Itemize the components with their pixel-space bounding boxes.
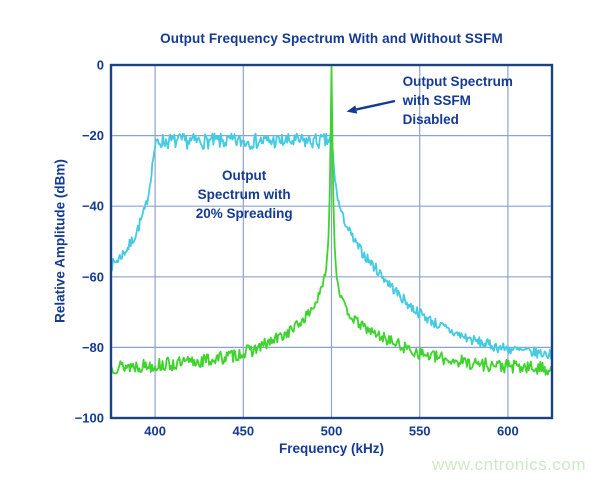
plot-frame — [109, 63, 554, 420]
y-tick-label: −60 — [82, 269, 104, 284]
x-tick-label: 450 — [232, 424, 254, 439]
trace-ssfm-disabled — [110, 65, 553, 376]
annotation-20pct-spreading: Output Spectrum with 20% Spreading — [195, 167, 293, 221]
annotation-arrowhead-icon — [346, 105, 358, 114]
annotation-ssfm-disabled: Output Spectrum with SSFM Disabled — [402, 74, 513, 128]
annotation-arrow-line — [356, 99, 396, 111]
chart-title: Output Frequency Spectrum With and Witho… — [160, 31, 503, 46]
x-tick-label: 400 — [144, 424, 166, 439]
x-tick-label: 550 — [409, 424, 431, 439]
y-tick-label: −40 — [82, 199, 104, 214]
x-tick-label: 500 — [321, 424, 343, 439]
y-tick-label: −20 — [82, 128, 104, 143]
y-tick-label: −80 — [82, 340, 104, 355]
y-tick-label: −100 — [75, 411, 104, 426]
x-axis-label: Frequency (kHz) — [278, 441, 385, 456]
watermark-text: www.cntronics.com — [432, 455, 586, 474]
y-tick-label: 0 — [97, 58, 104, 73]
x-tick-label: 600 — [497, 424, 519, 439]
